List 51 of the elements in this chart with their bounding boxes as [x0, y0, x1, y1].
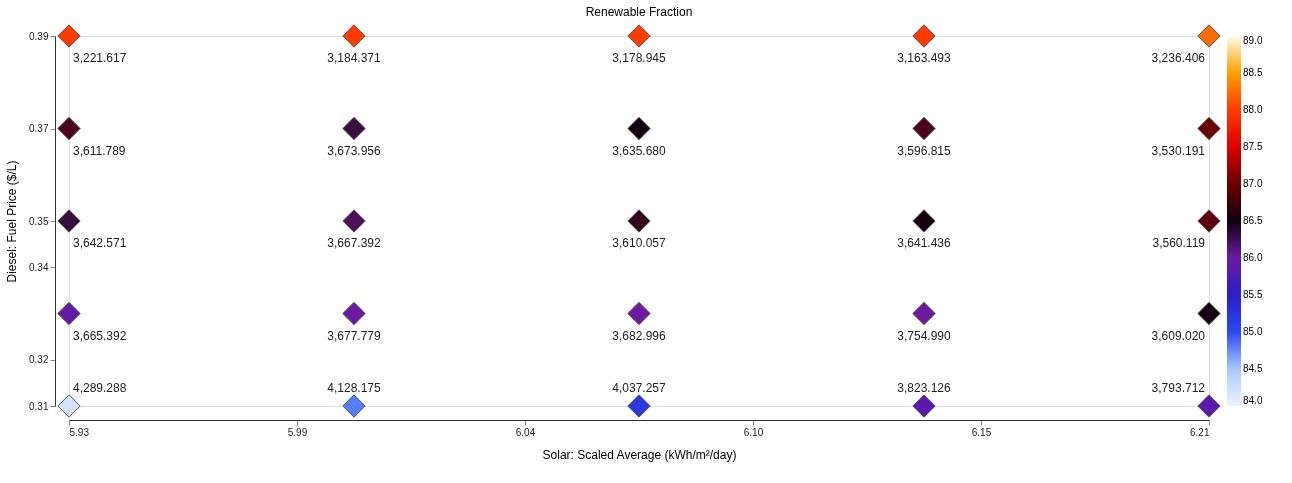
color-bar-label: 88.0: [1243, 104, 1263, 115]
color-bar-label: 85.5: [1243, 289, 1263, 300]
annotation: 3,673.956: [327, 143, 382, 158]
color-bar-label: 89.0: [1243, 35, 1263, 46]
annotation: 3,178.945: [612, 51, 667, 65]
annotation: 3,793.712: [1151, 381, 1206, 395]
annotation: 3,667.392: [327, 236, 382, 250]
x-tick-label: 6.04: [515, 426, 536, 438]
color-bar-label: 88.5: [1243, 67, 1263, 78]
annotation: 4,128.175: [327, 381, 382, 395]
y-tick-label: 0.35: [29, 215, 49, 227]
x-tick-label: 6.21: [1190, 426, 1210, 438]
annotation: 3,611.789: [73, 143, 126, 158]
annotation: 3,184.371: [327, 51, 382, 65]
annotation: 3,560.119: [1152, 236, 1206, 250]
annotation: 3,609.020: [1151, 328, 1206, 343]
annotation: 3,236.406: [1151, 51, 1206, 65]
annotation: 3,677.779: [327, 328, 382, 343]
x-tick-label: 6.10: [743, 426, 764, 438]
annotation: 3,823.126: [897, 381, 952, 395]
color-bar-label: 86.5: [1243, 215, 1263, 226]
color-bar-label: 87.0: [1243, 178, 1263, 189]
annotation: 3,754.990: [897, 328, 952, 343]
annotation: 3,682.996: [612, 328, 667, 343]
x-axis-title: Solar: Scaled Average (kWh/m²/day): [542, 447, 737, 462]
color-bar-label: 85.0: [1243, 326, 1263, 337]
y-tick-label: 0.34: [29, 261, 49, 273]
annotation: 3,641.436: [897, 236, 952, 250]
x-tick-label: 5.93: [69, 426, 90, 438]
annotation: 3,530.191: [1151, 143, 1206, 158]
y-axis-title: Diesel: Fuel Price ($/L): [5, 160, 20, 283]
y-tick-label: 0.32: [29, 354, 49, 366]
annotation: 3,221.617: [73, 51, 127, 65]
annotation: 3,665.392: [73, 328, 127, 343]
color-bar-label: 84.5: [1243, 363, 1263, 374]
chart-title: Renewable Fraction: [585, 4, 693, 19]
annotation: 3,610.057: [612, 236, 667, 250]
annotation: 3,642.571: [73, 236, 127, 250]
annotation: 4,037.257: [612, 381, 667, 395]
y-tick-label: 0.39: [29, 30, 49, 42]
y-tick-label: 0.37: [29, 123, 49, 134]
x-tick-label: 5.99: [287, 426, 308, 438]
annotation: 3,635.680: [612, 143, 667, 158]
annotation: 3,596.815: [897, 143, 952, 158]
color-bar-label: 86.0: [1243, 252, 1263, 263]
annotation: 4,289.288: [73, 381, 127, 395]
color-bar-label: 87.5: [1243, 141, 1263, 152]
annotation: 3,163.493: [897, 51, 952, 65]
color-bar-label: 84.0: [1243, 395, 1263, 406]
y-tick-label: 0.31: [29, 400, 49, 412]
x-tick-label: 6.15: [971, 426, 992, 438]
